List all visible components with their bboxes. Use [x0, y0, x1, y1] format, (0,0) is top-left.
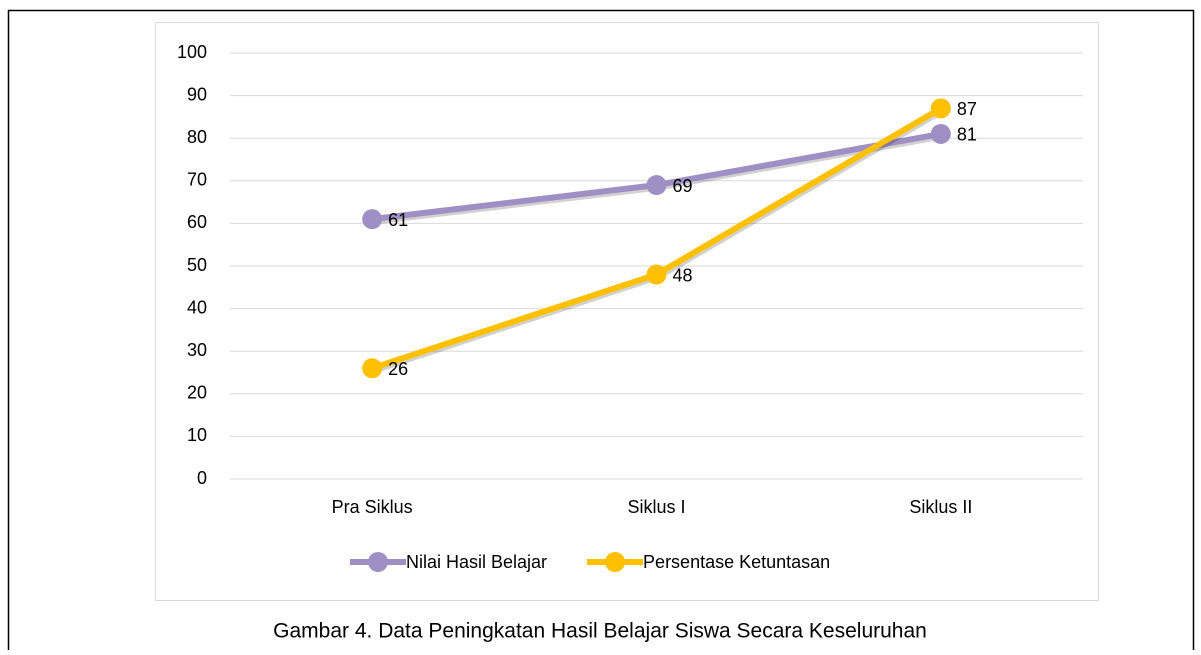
marker [362, 209, 383, 230]
data-label: 48 [673, 265, 693, 285]
x-tick-label: Siklus I [627, 497, 685, 517]
y-tick-label: 100 [177, 42, 207, 62]
chart-area [155, 22, 1099, 601]
y-tick-label: 10 [187, 425, 207, 445]
data-label: 26 [388, 359, 408, 379]
y-tick-label: 50 [187, 255, 207, 275]
y-tick-label: 70 [187, 170, 207, 190]
x-tick-label: Siklus II [909, 497, 972, 517]
marker [362, 358, 383, 379]
x-tick-label: Pra Siklus [332, 497, 413, 517]
caption: Gambar 4. Data Peningkatan Hasil Belajar… [273, 620, 927, 643]
y-tick-label: 40 [187, 297, 207, 317]
data-label: 81 [957, 125, 977, 145]
frame [7, 9, 1195, 650]
y-tick-label: 0 [197, 468, 207, 488]
y-tick-label: 30 [187, 340, 207, 360]
data-label: 87 [957, 99, 977, 119]
marker [930, 123, 951, 144]
data-label: 69 [673, 176, 693, 196]
y-tick-label: 20 [187, 383, 207, 403]
y-tick-label: 60 [187, 212, 207, 232]
y-tick-label: 80 [187, 127, 207, 147]
legend-label: Nilai Hasil Belajar [406, 552, 547, 572]
marker [646, 175, 667, 196]
data-label: 61 [388, 210, 408, 230]
legend-label: Persentase Ketuntasan [643, 552, 830, 572]
marker [930, 98, 951, 119]
marker [646, 264, 667, 285]
legend-marker [605, 552, 626, 572]
y-tick-label: 90 [187, 84, 207, 104]
legend-marker [368, 552, 388, 572]
